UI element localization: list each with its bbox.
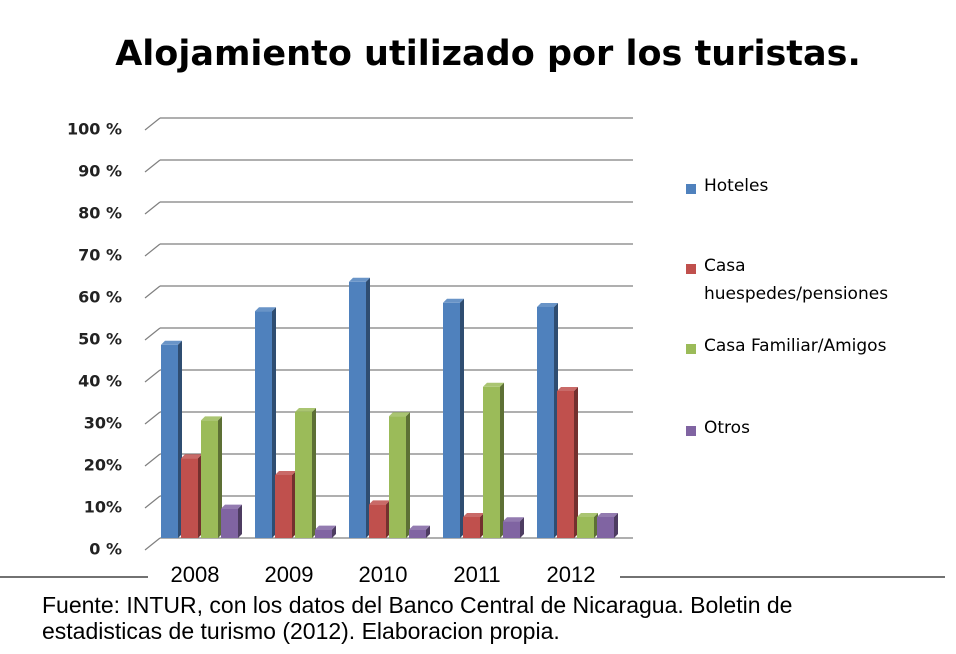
legend-swatch <box>686 344 696 354</box>
y-tick-label: 40 % <box>78 372 122 391</box>
bar <box>443 302 460 538</box>
bar-top <box>221 504 242 509</box>
bar-top <box>503 517 524 522</box>
legend-item: Casa Familiar/Amigos <box>686 336 924 360</box>
bar <box>255 311 272 538</box>
bar-top <box>255 307 276 312</box>
bar-side <box>574 387 578 538</box>
grid-line-depth <box>144 369 161 383</box>
legend-label: Hoteles <box>704 176 769 196</box>
bar-top <box>275 471 296 475</box>
bar-side <box>460 298 464 538</box>
bar-side <box>406 412 410 538</box>
bar <box>181 458 198 538</box>
bar-top <box>577 513 598 517</box>
source-line: Fuente: INTUR, con los datos del Banco C… <box>42 592 793 618</box>
bar-top <box>597 513 618 517</box>
grid-line-depth <box>144 243 161 257</box>
bar <box>221 508 238 538</box>
bar-side <box>366 277 370 538</box>
y-tick-label: 0 % <box>89 540 122 559</box>
legend-item: Otros <box>686 418 924 442</box>
bar-top <box>409 525 430 530</box>
source-line: estadisticas de turismo (2012). Elaborac… <box>42 618 560 644</box>
bar-side <box>520 517 524 538</box>
bar <box>537 307 554 538</box>
y-tick-label: 100 % <box>67 120 122 139</box>
bar-top <box>181 454 202 459</box>
grid-line-depth <box>144 285 161 299</box>
bar <box>483 386 500 538</box>
grid-line-depth <box>144 453 161 467</box>
bar <box>161 344 178 538</box>
grid-line-depth <box>144 327 161 341</box>
grid-line-depth <box>144 201 161 215</box>
chart-title: Alojamiento utilizado por los turistas. <box>115 34 861 74</box>
bar-top <box>483 382 504 387</box>
x-tick-label: 2010 <box>359 562 408 587</box>
legend-label: Casa Familiar/Amigos <box>704 336 887 356</box>
bar-top <box>389 412 410 417</box>
bar-top <box>557 387 578 391</box>
bar-side <box>218 416 222 538</box>
legend-item: Casa huespedes/pensiones <box>686 256 924 308</box>
legend-label: Otros <box>704 418 750 438</box>
bar-top <box>443 298 464 303</box>
legend-item: Hoteles <box>686 176 924 200</box>
x-tick-label: 2012 <box>547 562 596 587</box>
bar <box>463 517 480 538</box>
grid-line-depth <box>144 159 161 173</box>
y-tick-label: 30% <box>84 414 122 433</box>
bar <box>201 420 218 538</box>
bar-top <box>295 408 316 412</box>
bar-top <box>201 416 222 421</box>
bar-side <box>238 504 242 538</box>
bar-top <box>315 525 336 530</box>
bar <box>409 529 426 538</box>
legend-swatch <box>686 264 696 274</box>
y-tick-label: 20% <box>84 456 122 475</box>
y-tick-label: 10% <box>84 498 122 517</box>
bar-top <box>537 303 558 307</box>
bar-top <box>463 513 484 517</box>
y-tick-label: 70 % <box>78 246 122 265</box>
bar-side <box>500 382 504 538</box>
grid-line-depth <box>144 537 161 551</box>
bar <box>369 504 386 538</box>
bar <box>577 517 594 538</box>
x-tick-label: 2009 <box>265 562 314 587</box>
bar <box>315 529 332 538</box>
source: Fuente: INTUR, con los datos del Banco C… <box>42 592 956 644</box>
grid-line-depth <box>144 411 161 425</box>
y-tick-label: 60 % <box>78 288 122 307</box>
legend-label: Casa huespedes/pensiones <box>704 256 889 304</box>
x-tick-label: 2008 <box>171 562 220 587</box>
grid-line-depth <box>144 495 161 509</box>
bar <box>349 281 366 538</box>
y-tick-label: 80 % <box>78 204 122 223</box>
bar-side <box>312 408 316 538</box>
legend-swatch <box>686 426 696 436</box>
bar-top <box>161 340 182 345</box>
bar-side <box>426 525 430 538</box>
bar <box>597 517 614 538</box>
legend-swatch <box>686 184 696 194</box>
bar <box>295 412 312 538</box>
bar <box>275 475 292 538</box>
bar <box>557 391 574 538</box>
bar <box>389 416 406 538</box>
bar-side <box>614 513 618 538</box>
bar-top <box>349 277 370 282</box>
x-tick-label: 2011 <box>453 562 500 587</box>
y-tick-label: 90 % <box>78 162 122 181</box>
bar-top <box>369 500 390 505</box>
y-tick-label: 50 % <box>78 330 122 349</box>
bar <box>503 521 520 538</box>
grid-line-depth <box>144 117 161 131</box>
bar-side <box>332 525 336 538</box>
